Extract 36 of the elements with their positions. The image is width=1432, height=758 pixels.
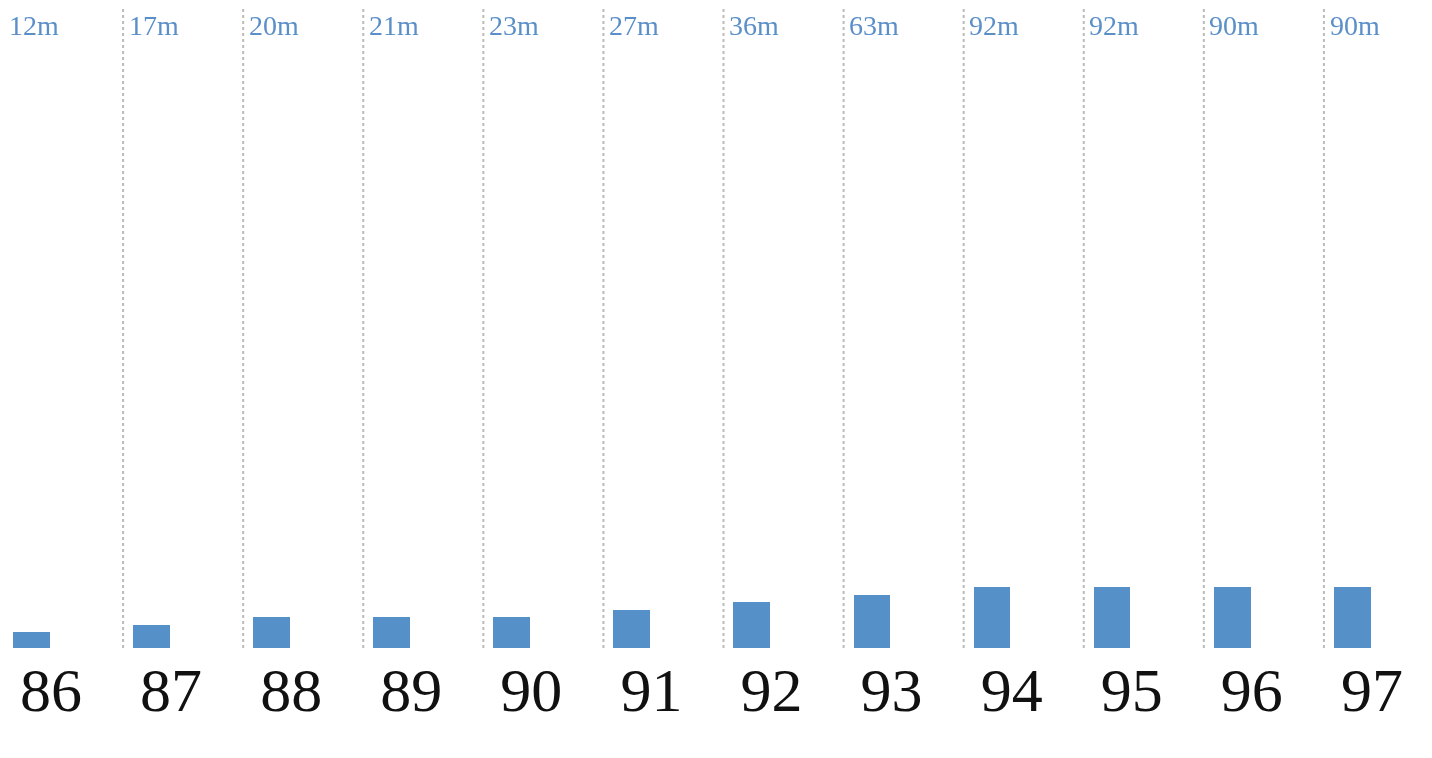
text: 23m [489,10,539,41]
bar [1334,587,1371,648]
x-tick-label: 96 [1220,656,1283,724]
text: 27m [609,10,659,41]
x-tick-label: 91 [620,656,683,724]
bar [854,595,890,648]
bar [733,602,770,648]
text: 20m [249,10,299,41]
x-tick-label: 90 [500,656,563,724]
text: 17m [129,10,179,41]
bar [253,617,290,648]
text: 63m [849,10,899,41]
x-tick-label: 94 [980,656,1043,724]
bar [133,625,170,648]
text: 12m [9,10,59,41]
x-tick-label: 95 [1100,656,1163,724]
x-tick-label: 93 [860,656,923,724]
text: 92m [969,10,1019,41]
x-tick-label: 86 [20,656,83,724]
bar [974,587,1010,648]
bar [373,617,410,648]
bar [493,617,530,648]
bar [13,632,50,648]
x-tick-label: 92 [740,656,803,724]
bar [613,610,650,648]
bar [1094,587,1130,648]
text: 92m [1089,10,1139,41]
x-tick-label: 88 [260,656,323,724]
x-tick-label: 89 [380,656,443,724]
x-tick-label: 97 [1340,656,1403,724]
bar [1214,587,1251,648]
text: 36m [729,10,779,41]
x-tick-label: 87 [140,656,203,724]
text: 90m [1209,10,1259,41]
text: 90m [1330,10,1380,41]
text: 21m [369,10,419,41]
